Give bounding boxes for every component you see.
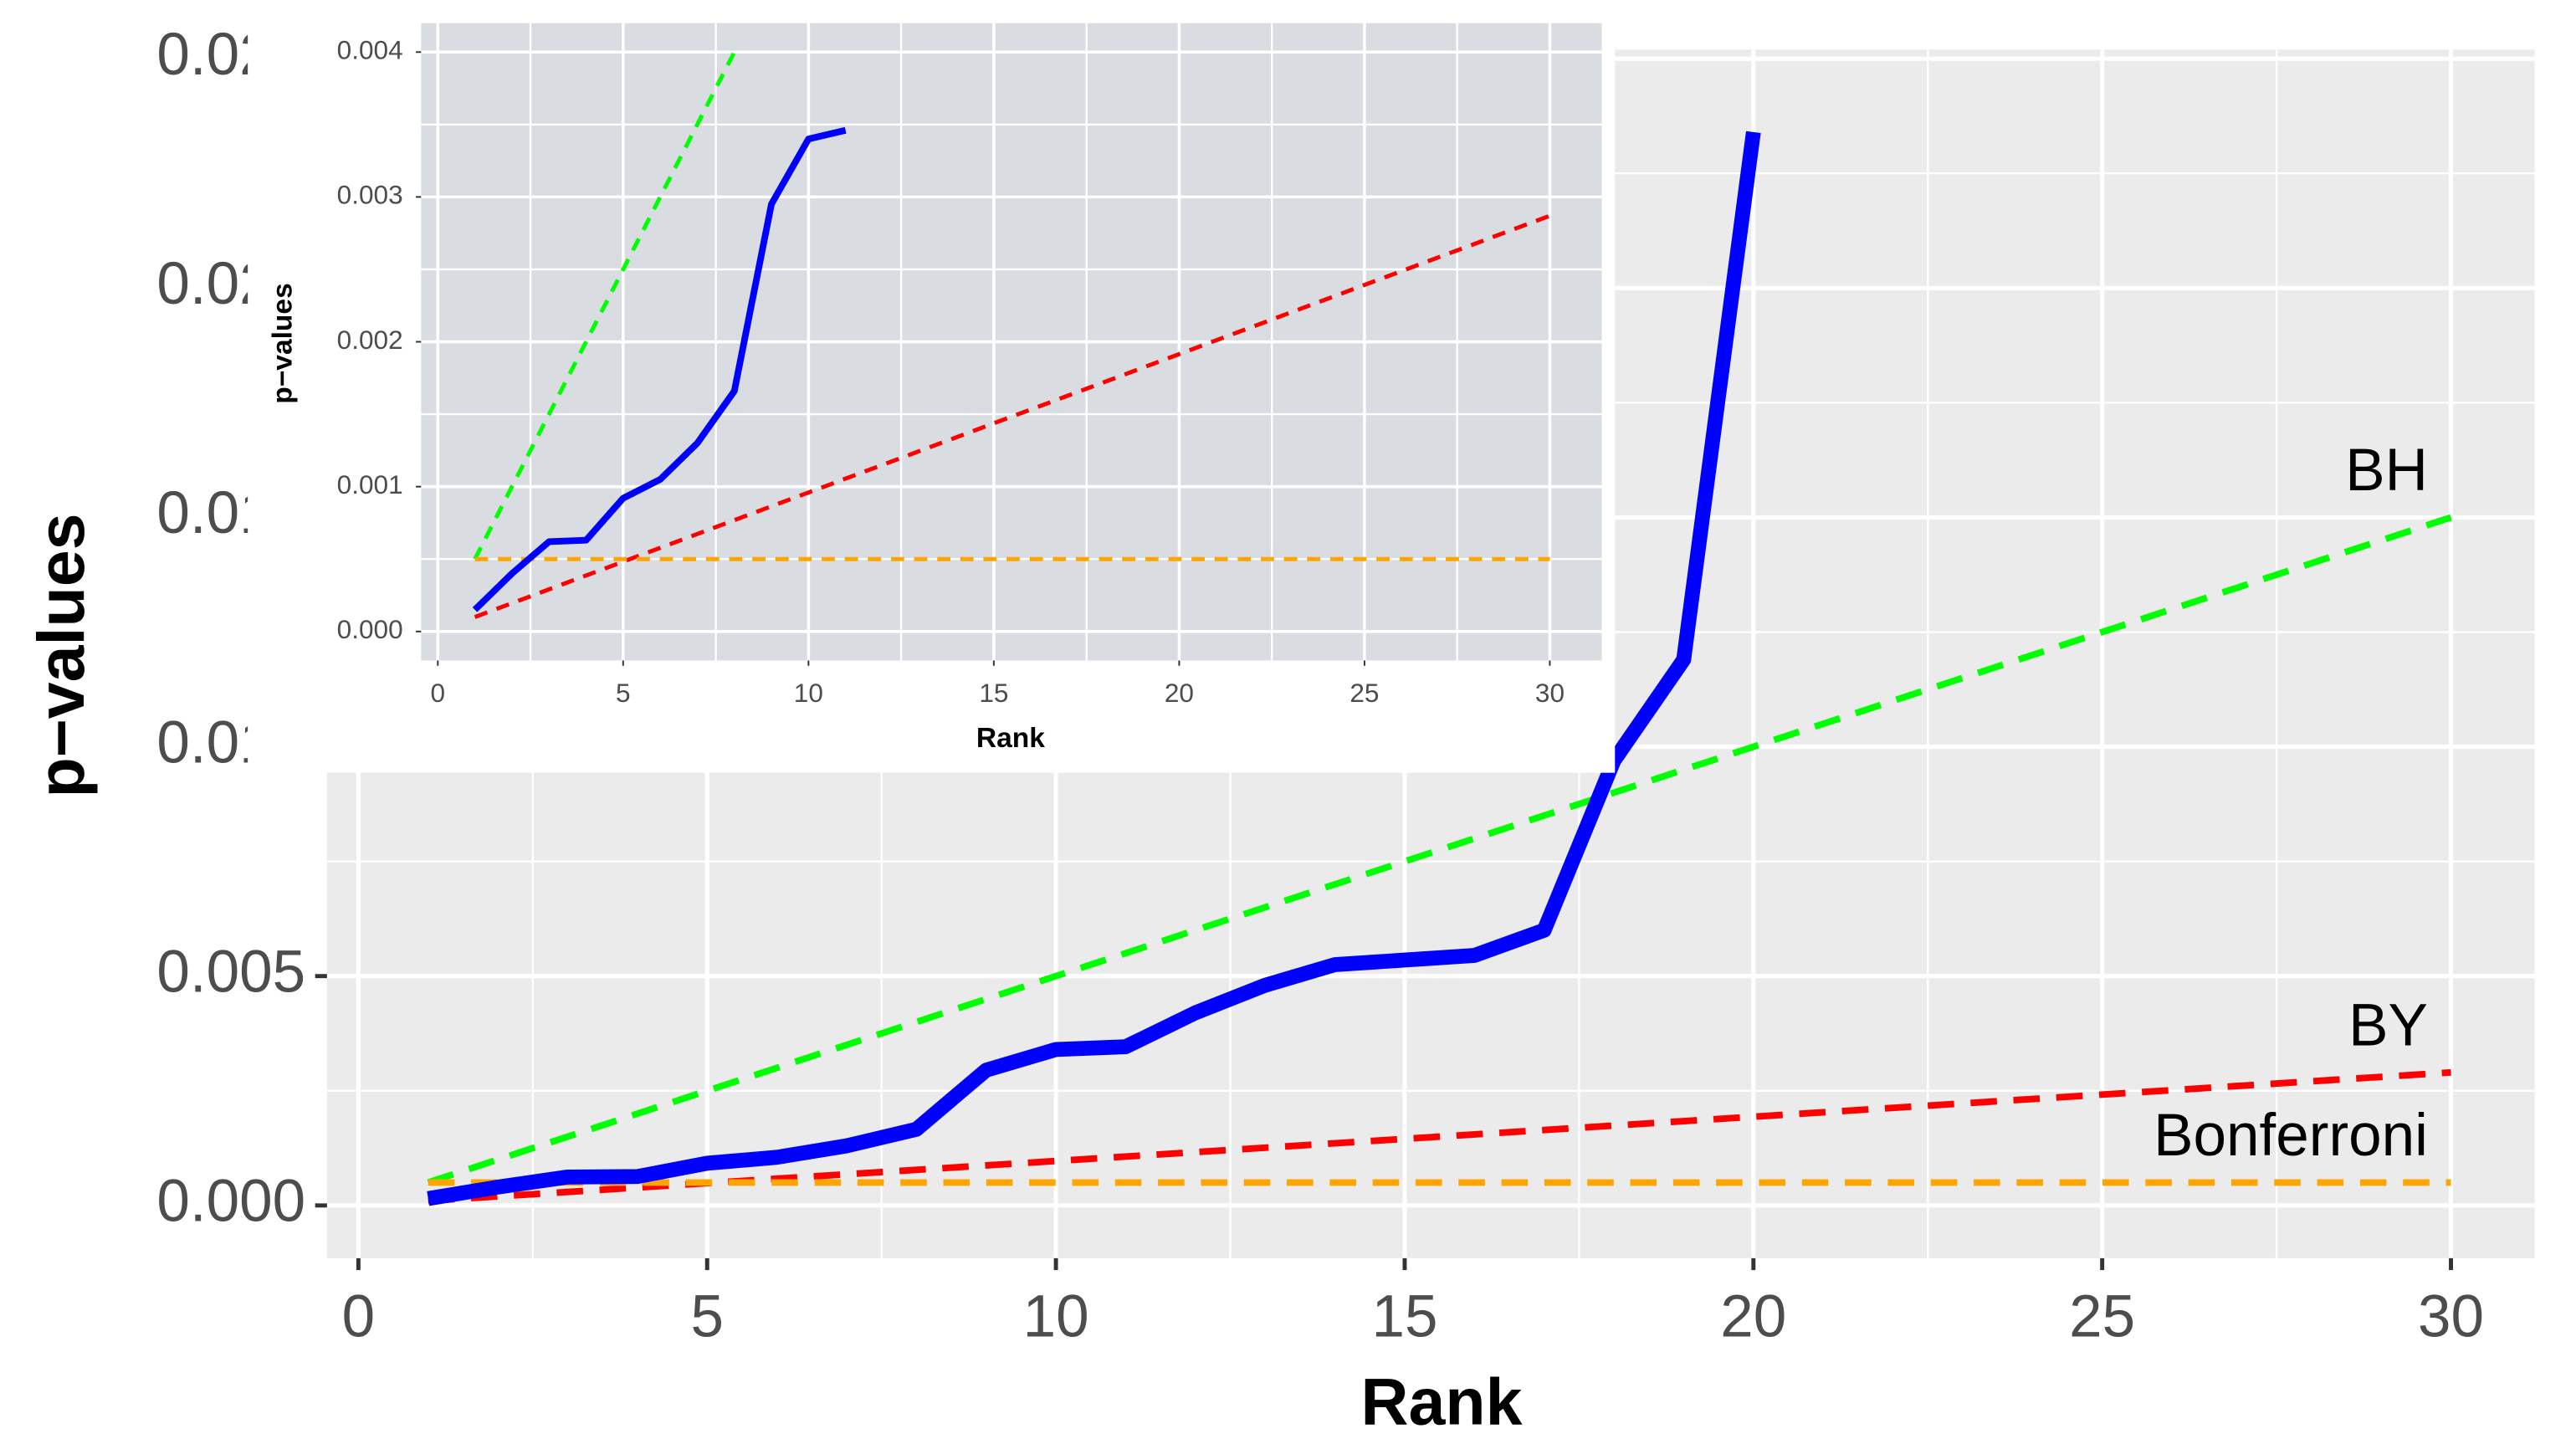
y-tick-label: 0.000	[337, 614, 403, 644]
lines	[427, 131, 2452, 1206]
y-tick-label: 0.003	[337, 180, 403, 210]
threshold-line	[427, 514, 2452, 1186]
x-tick-label: 0	[431, 678, 446, 708]
y-axis-title: p−values	[24, 513, 98, 797]
x-tick-label: 5	[690, 1284, 724, 1350]
p-value-line	[472, 126, 847, 612]
threshold-line	[473, 51, 736, 561]
x-axis-title: Rank	[976, 723, 1045, 754]
line-label: Bonferroni	[2153, 1103, 2428, 1169]
y-tick-label: 0.000	[156, 1169, 305, 1235]
x-tick-label: 10	[794, 678, 823, 708]
x-tick-label: 25	[1349, 678, 1379, 708]
x-tick-label: 15	[979, 678, 1008, 708]
y-tick-label: 0.002	[337, 325, 403, 355]
x-axis-title: Rank	[1361, 1365, 1523, 1438]
y-tick-label: 0.004	[337, 35, 403, 65]
y-tick-label: 0.001	[337, 469, 403, 499]
lines	[472, 51, 1551, 619]
threshold-line	[428, 1068, 2451, 1205]
x-tick-label: 0	[342, 1284, 376, 1350]
line-label: BH	[2345, 438, 2428, 504]
x-tick-label: 10	[1023, 1284, 1089, 1350]
x-tick-label: 20	[1720, 1284, 1786, 1350]
x-tick-label: 25	[2069, 1284, 2135, 1350]
inset-chart: 0 5 10 15 20 25 30 0.000 0.001 0.002 0.003 0.004 Ran…	[248, 0, 1616, 773]
x-tick-label: 30	[2418, 1284, 2484, 1350]
y-tick-label: 0.005	[156, 939, 305, 1005]
x-tick-label: 30	[1535, 678, 1565, 708]
p-value-line	[427, 131, 1761, 1206]
x-tick-label: 5	[616, 678, 631, 708]
threshold-line	[474, 213, 1551, 619]
line-label: BY	[2348, 992, 2428, 1058]
x-tick-label: 20	[1165, 678, 1194, 708]
x-tick-label: 15	[1371, 1284, 1437, 1350]
y-axis-title: p−values	[267, 283, 298, 404]
